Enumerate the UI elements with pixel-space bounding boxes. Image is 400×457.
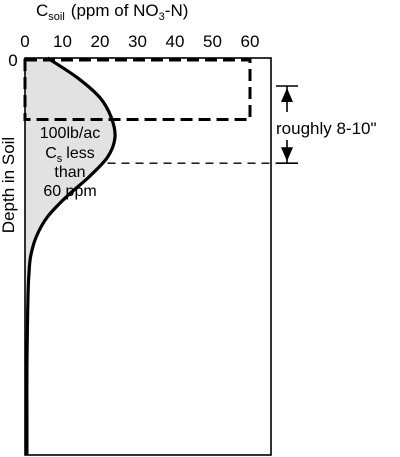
y-axis-title: Depth in Soil — [0, 137, 18, 233]
bracket-down-arrow — [281, 147, 293, 162]
x-axis-title: Csoil (ppm of NO3-N) — [36, 1, 188, 23]
x-tick-label: 60 — [241, 32, 260, 51]
annotation-line-4: 60 ppm — [43, 183, 96, 200]
annotation-line-1: 100lb/ac — [40, 125, 101, 142]
plot-frame — [24, 57, 272, 456]
y-tick-label-0: 0 — [8, 51, 17, 70]
x-tick-label: 30 — [128, 32, 147, 51]
shaded-nitrate-area — [25, 58, 116, 455]
x-tick-labels: 0 10 20 30 40 50 60 — [20, 32, 259, 51]
x-tick-label: 20 — [91, 32, 110, 51]
bracket-up-arrow — [281, 88, 293, 102]
x-tick-label: 50 — [203, 32, 222, 51]
reference-60ppm-box — [23, 58, 252, 122]
depth-bracket — [276, 85, 298, 165]
x-tick-label: 40 — [166, 32, 185, 51]
nitrate-profile-line — [25, 56, 117, 455]
annotation-line-2: Cs less — [45, 145, 95, 165]
shaded-annotation: 100lb/ac Cs less than 60 ppm — [40, 125, 101, 200]
x-tick-label: 0 — [20, 32, 29, 51]
bracket-label: roughly 8-10" — [276, 119, 377, 138]
x-tick-label: 10 — [53, 32, 72, 51]
annotation-line-3: than — [54, 164, 85, 181]
